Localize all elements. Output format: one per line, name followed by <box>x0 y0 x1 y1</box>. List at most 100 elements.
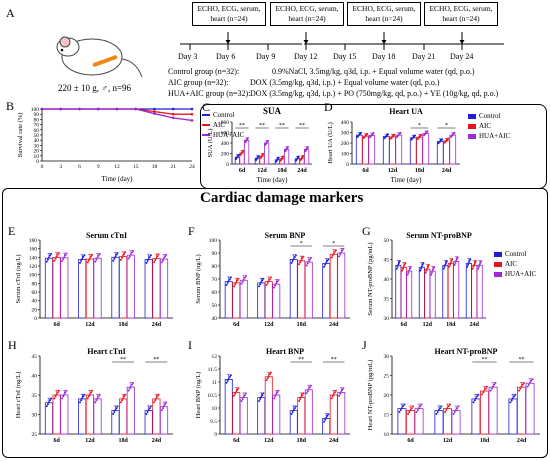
scatter-point <box>123 395 126 398</box>
scatter-point <box>410 407 413 410</box>
scatter-point <box>449 261 452 264</box>
scatter-point <box>113 411 116 414</box>
scatter-point <box>477 393 480 396</box>
scatter-point <box>80 259 83 262</box>
scatter-point <box>88 257 91 260</box>
scatter-point <box>327 413 330 416</box>
scatter-point <box>341 249 344 252</box>
scatter-point <box>56 391 59 394</box>
y-axis-label: Serum cTnI (ng/L) <box>15 254 22 303</box>
significance-mark: ** <box>331 357 337 363</box>
scatter-point <box>433 265 436 268</box>
scatter-point <box>306 262 309 265</box>
x-tick-label: 12d <box>257 168 267 174</box>
bar <box>480 390 489 435</box>
scatter-point <box>147 257 150 260</box>
panel-label-a: A <box>6 6 15 20</box>
x-tick-label: 24d <box>517 438 527 444</box>
scatter-point <box>510 399 513 402</box>
bar <box>78 259 87 319</box>
scatter-point <box>129 253 132 256</box>
scatter-point <box>309 384 312 387</box>
scatter-point <box>114 409 117 412</box>
chart-d: 0 100 200 300 400 Heart UA (U/L) Time (day) Hea… <box>327 107 460 184</box>
x-tick-label: 12d <box>388 168 398 174</box>
scatter-point <box>57 252 60 255</box>
chart-c: 0 200 400 600 800 SUA (U/L) Time (day) SUA 6d ** 1… <box>207 106 312 184</box>
group-treatment: DOX (3.5mg/kg, q3d, i.p.) + Equal volume… <box>250 78 440 87</box>
scatter-point <box>241 280 244 283</box>
legend-item: AIC <box>468 122 491 130</box>
scatter-point <box>243 276 246 279</box>
scatter-point <box>472 265 475 268</box>
scatter-point <box>339 392 342 395</box>
bar <box>44 257 54 319</box>
scatter-point <box>409 265 412 268</box>
y-tick-label: 0 <box>36 159 39 165</box>
bar <box>232 392 241 435</box>
bar <box>322 263 331 319</box>
x-tick-label: 12d <box>85 438 95 444</box>
scatter-point <box>246 137 249 140</box>
scatter-point <box>155 257 158 260</box>
x-tick-label: 18 <box>152 164 158 170</box>
scatter-point <box>149 405 152 408</box>
mouse-illustration <box>56 36 143 78</box>
bar <box>416 136 423 165</box>
scatter-point <box>63 256 66 259</box>
bar <box>449 134 457 165</box>
scatter-point <box>49 254 52 257</box>
scatter-point <box>50 397 53 400</box>
scatter-point <box>325 261 328 264</box>
scatter-point <box>401 267 404 270</box>
biochem-box <box>200 104 547 189</box>
x-tick-label: 18d <box>118 322 128 328</box>
bar <box>272 394 281 435</box>
legend-swatch <box>494 271 502 277</box>
bar <box>424 268 431 319</box>
scatter-point <box>419 405 422 408</box>
bar <box>304 261 313 319</box>
scatter-point <box>55 393 58 396</box>
scatter-point <box>511 397 514 400</box>
scatter-point <box>242 278 245 281</box>
scatter-point <box>276 280 279 283</box>
scatter-point <box>332 252 335 255</box>
scatter-point <box>116 405 119 408</box>
scatter-point <box>235 390 238 393</box>
scatter-point <box>372 132 375 135</box>
y-tick-label: 300 <box>341 131 350 137</box>
scatter-point <box>424 271 427 274</box>
y-axis-label: Serum NT-proBNP (pg/mL) <box>367 242 374 315</box>
data-point <box>190 107 194 111</box>
scatter-point <box>301 394 304 397</box>
y-tick-label: 11 <box>212 380 218 386</box>
bar <box>52 256 61 319</box>
series-line <box>42 108 193 122</box>
chart-title: Serum NT-proBNP <box>406 231 472 240</box>
x-tick-label: 6d <box>401 322 408 328</box>
scatter-point <box>89 255 92 258</box>
data-point <box>153 110 156 113</box>
scatter-point <box>226 282 229 285</box>
scatter-point <box>430 271 433 274</box>
scatter-point <box>130 383 133 386</box>
y-tick-label: 60 <box>32 290 38 296</box>
y-tick-label: 60 <box>212 290 218 296</box>
scatter-point <box>408 269 411 272</box>
x-axis-label: Time (day) <box>256 176 288 184</box>
scatter-point <box>403 403 406 406</box>
scatter-point <box>473 263 476 266</box>
scatter-point <box>119 258 122 261</box>
x-tick-label: 12d <box>423 322 433 328</box>
scatter-point <box>55 255 58 258</box>
scatter-point <box>87 395 90 398</box>
scatter-point <box>398 411 401 414</box>
scatter-point <box>94 401 97 404</box>
bar <box>289 259 298 319</box>
scatter-point <box>290 412 293 415</box>
y-tick-label: 600 <box>221 131 230 137</box>
scatter-point <box>96 256 99 259</box>
bar <box>406 270 413 319</box>
x-tick-label: 24d <box>152 322 162 328</box>
